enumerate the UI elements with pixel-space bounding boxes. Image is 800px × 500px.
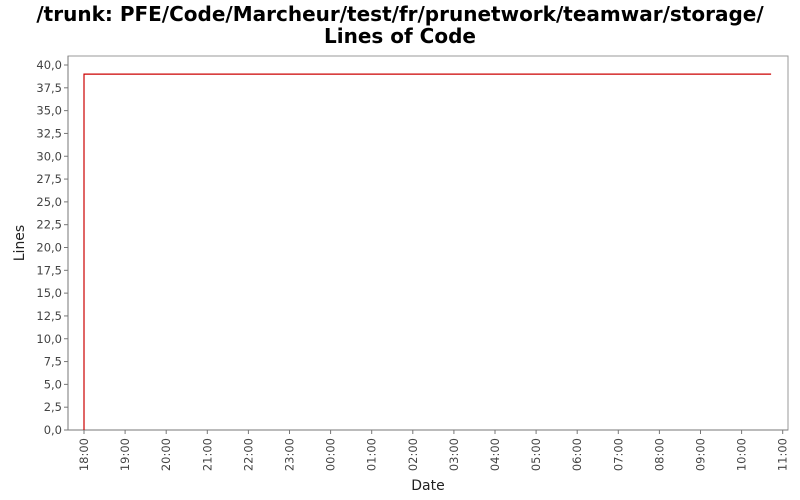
x-tick-label: 18:00 [77,438,91,471]
y-tick-label: 12,5 [36,309,62,323]
y-tick-label: 17,5 [36,263,62,277]
x-axis-ticks: 18:00 19:00 20:00 21:00 22:00 23:00 00:00 01:00… [77,430,790,471]
y-tick-label: 2,5 [44,400,62,414]
x-tick-label: 05:00 [529,438,543,471]
x-tick-label: 19:00 [118,438,132,471]
chart-title-line2: Lines of Code [324,24,476,48]
y-tick-label: 25,0 [36,195,62,209]
y-tick-label: 15,0 [36,286,62,300]
series-line [83,73,772,430]
x-tick-label: 06:00 [570,438,584,471]
x-tick-label: 20:00 [159,438,173,471]
x-tick-label: 04:00 [488,438,502,471]
y-tick-label: 7,5 [44,355,62,369]
y-tick-label: 10,0 [36,332,62,346]
y-tick-label: 20,0 [36,241,62,255]
y-axis-label: Lines [12,225,28,261]
y-tick-label: 22,5 [36,218,62,232]
y-tick-label: 27,5 [36,172,62,186]
x-tick-label: 09:00 [694,438,708,471]
y-tick-label: 30,0 [36,149,62,163]
x-tick-label: 21:00 [200,438,214,471]
x-tick-label: 07:00 [611,438,625,471]
x-tick-label: 02:00 [406,438,420,471]
y-tick-label: 0,0 [44,423,62,437]
x-tick-label: 23:00 [283,438,297,471]
x-tick-label: 00:00 [324,438,338,471]
y-tick-label: 32,5 [36,126,62,140]
x-axis-label: Date [411,478,444,494]
x-tick-label: 01:00 [365,438,379,471]
y-axis-ticks: 0,0 2,5 5,0 7,5 10,0 12,5 15,0 17,5 20,0 22,5 25,0… [36,58,68,437]
series-group [83,73,772,430]
chart-title-line1: /trunk: PFE/Code/Marcheur/test/fr/prunet… [36,2,764,26]
y-tick-label: 40,0 [36,58,62,72]
x-tick-label: 03:00 [447,438,461,471]
y-tick-label: 5,0 [44,377,62,391]
y-tick-label: 35,0 [36,104,62,118]
y-tick-label: 37,5 [36,81,62,95]
x-tick-label: 11:00 [776,438,790,471]
x-tick-label: 10:00 [735,438,749,471]
x-tick-label: 08:00 [652,438,666,471]
x-tick-label: 22:00 [241,438,255,471]
plot-frame [67,55,789,431]
